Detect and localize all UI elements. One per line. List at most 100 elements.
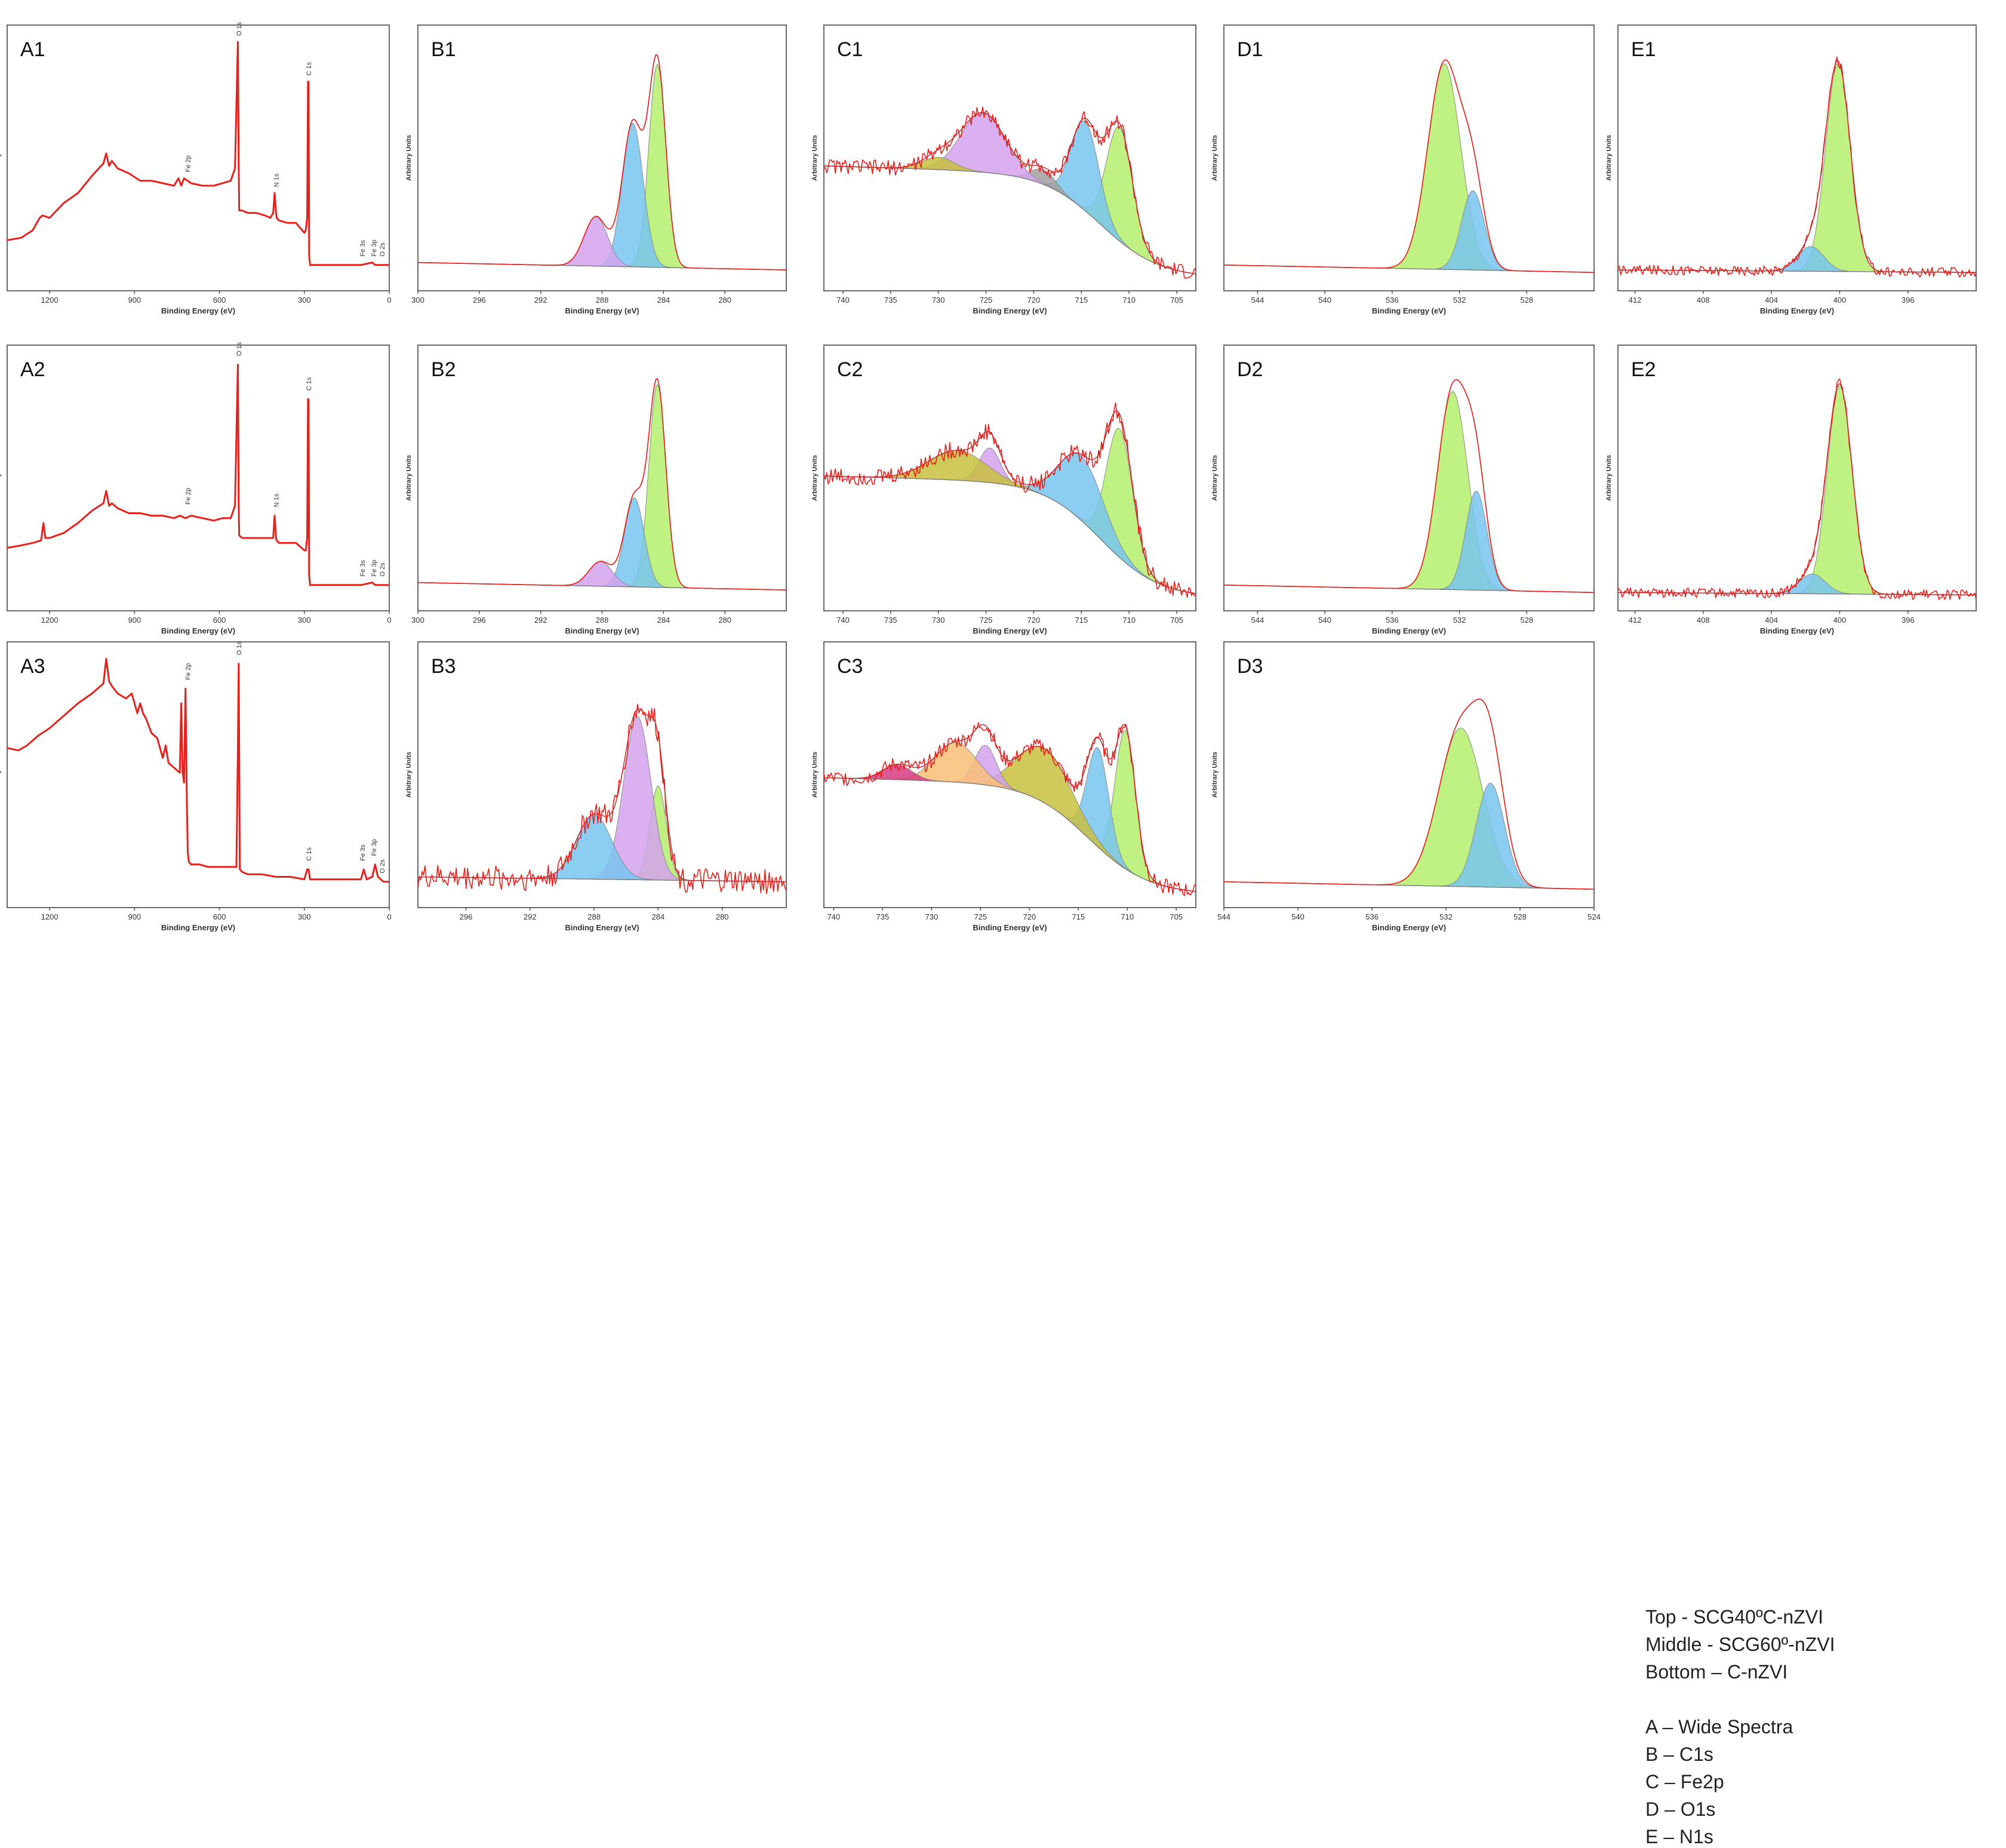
x-tick-label: 524 <box>1587 912 1601 921</box>
panel-a1: A1 Arbitrary Units 1200 900 600 300 0 Binding E… <box>0 21 392 315</box>
panel-c2: C2 Arbitrary Units 740 735 730 725 720 715 710 70… <box>811 345 1196 635</box>
x-tick-label: 396 <box>1902 296 1915 305</box>
y-axis-label: Arbitrary Units <box>0 455 2 501</box>
x-tick-label: 396 <box>1902 616 1915 625</box>
raw-spectrum-line <box>1224 379 1594 594</box>
x-tick-label: 1200 <box>41 296 59 305</box>
y-axis-label: Arbitrary Units <box>1605 455 1613 501</box>
y-axis-label: Arbitrary Units <box>811 135 819 181</box>
panel-label: C2 <box>837 358 863 381</box>
peak-label: Fe 3s <box>359 844 367 861</box>
x-tick-label: 408 <box>1697 296 1710 305</box>
raw-spectrum-line <box>418 378 786 591</box>
x-tick-label: 412 <box>1629 616 1642 625</box>
x-tick-label: 735 <box>884 616 897 625</box>
y-axis-label: Arbitrary Units <box>0 135 2 181</box>
plot-frame <box>7 24 390 291</box>
x-tick-label: 740 <box>827 912 841 921</box>
x-tick-label: 1200 <box>41 616 59 625</box>
x-tick-label: 292 <box>534 296 547 305</box>
panel-label: B1 <box>431 38 456 61</box>
fit-baseline <box>824 475 1196 594</box>
x-tick-label: 730 <box>925 912 938 921</box>
raw-spectrum-line <box>824 402 1196 598</box>
x-tick-label: 705 <box>1170 296 1183 305</box>
x-tick-label: 284 <box>652 912 665 921</box>
x-tick-label: 710 <box>1122 616 1136 625</box>
x-axis-label: Binding Energy (eV) <box>1372 306 1446 315</box>
panel-label: B2 <box>431 358 456 381</box>
x-tick-label: 735 <box>884 296 897 305</box>
raw-spectrum-line <box>418 703 786 894</box>
x-axis-label: Binding Energy (eV) <box>973 306 1047 315</box>
peak-label: N 1s <box>273 173 280 187</box>
x-tick-label: 544 <box>1217 912 1230 921</box>
x-tick-label: 540 <box>1291 912 1304 921</box>
survey-spectrum-line <box>7 41 389 266</box>
peak-label: O 1s <box>236 342 243 356</box>
x-tick-label: 408 <box>1697 616 1710 625</box>
panel-e1: E1 Arbitrary Units 412 408 404 400 396 Binding … <box>1605 24 1977 315</box>
x-tick-label: 284 <box>657 296 670 305</box>
y-axis-label: Arbitrary Units <box>405 752 413 798</box>
x-axis-label: Binding Energy (eV) <box>161 626 235 635</box>
xps-panels: A1 Arbitrary Units 1200 900 600 300 0 Binding E… <box>0 21 1977 932</box>
y-axis-label: Arbitrary Units <box>811 455 819 501</box>
x-tick-label: 404 <box>1765 616 1778 625</box>
x-tick-label: 715 <box>1075 616 1088 625</box>
x-tick-label: 532 <box>1453 616 1466 625</box>
x-tick-label: 532 <box>1439 912 1453 921</box>
x-tick-label: 725 <box>980 296 993 305</box>
x-tick-label: 288 <box>587 912 601 921</box>
x-axis-label: Binding Energy (eV) <box>1760 306 1834 315</box>
x-tick-label: 600 <box>213 912 226 921</box>
legend-line-b: B – C1s <box>1645 1744 1713 1765</box>
x-tick-label: 300 <box>411 296 424 305</box>
panel-b3: B3 Arbitrary Units 296 292 288 284 280 Binding … <box>405 641 787 932</box>
x-tick-label: 544 <box>1251 616 1264 625</box>
x-tick-label: 300 <box>298 616 311 625</box>
raw-spectrum-line <box>1224 699 1594 890</box>
x-tick-label: 710 <box>1121 912 1134 921</box>
x-tick-label: 600 <box>213 616 226 625</box>
panel-b1: B1 Arbitrary Units 300 296 292 288 284 280 Bindi… <box>405 24 787 315</box>
y-axis-label: Arbitrary Units <box>1211 752 1219 798</box>
x-tick-label: 600 <box>213 296 226 305</box>
x-tick-label: 0 <box>387 296 391 305</box>
survey-spectrum-line <box>7 364 389 586</box>
x-axis-label: Binding Energy (eV) <box>1760 626 1834 635</box>
x-tick-label: 715 <box>1072 912 1085 921</box>
raw-spectrum-line <box>824 106 1196 279</box>
peak-label: Fe 3s <box>359 239 367 256</box>
survey-spectrum-line <box>7 657 389 883</box>
x-axis-label: Binding Energy (eV) <box>565 306 639 315</box>
x-tick-label: 300 <box>411 616 424 625</box>
x-tick-label: 730 <box>932 296 945 305</box>
peak-label: C 1s <box>306 847 313 861</box>
x-tick-label: 536 <box>1386 296 1399 305</box>
panel-label: E2 <box>1631 358 1656 381</box>
x-axis-label: Binding Energy (eV) <box>565 923 639 932</box>
y-axis-label: Arbitrary Units <box>405 135 413 181</box>
plot-frame <box>1223 345 1595 611</box>
panel-label: D2 <box>1237 358 1263 381</box>
raw-spectrum-line <box>1618 378 1976 601</box>
plot-frame <box>7 345 390 611</box>
panel-e2: E2 Arbitrary Units 412 408 404 400 396 Binding … <box>1605 345 1977 635</box>
panel-a3: A3 Arbitrary Units 1200 900 600 300 0 Binding E… <box>0 641 392 932</box>
y-axis-label: Arbitrary Units <box>1605 135 1613 181</box>
x-tick-label: 544 <box>1251 296 1264 305</box>
y-axis-label: Arbitrary Units <box>1211 135 1219 181</box>
x-axis-label: Binding Energy (eV) <box>565 626 639 635</box>
x-tick-label: 900 <box>128 912 141 921</box>
x-tick-label: 296 <box>473 616 486 625</box>
x-tick-label: 296 <box>460 912 473 921</box>
x-tick-label: 280 <box>716 912 729 921</box>
x-axis-label: Binding Energy (eV) <box>1372 923 1446 932</box>
panel-d1: D1 Arbitrary Units 544 540 536 532 528 Binding … <box>1211 24 1595 315</box>
x-tick-label: 400 <box>1833 616 1847 625</box>
plot-frame <box>1223 641 1595 908</box>
figure: A1 Arbitrary Units 1200 900 600 300 0 Binding E… <box>0 21 1977 1847</box>
panel-d3: D3 Arbitrary Units 544 540 536 532 528 524 Bindi… <box>1211 641 1601 932</box>
x-tick-label: 528 <box>1513 912 1527 921</box>
